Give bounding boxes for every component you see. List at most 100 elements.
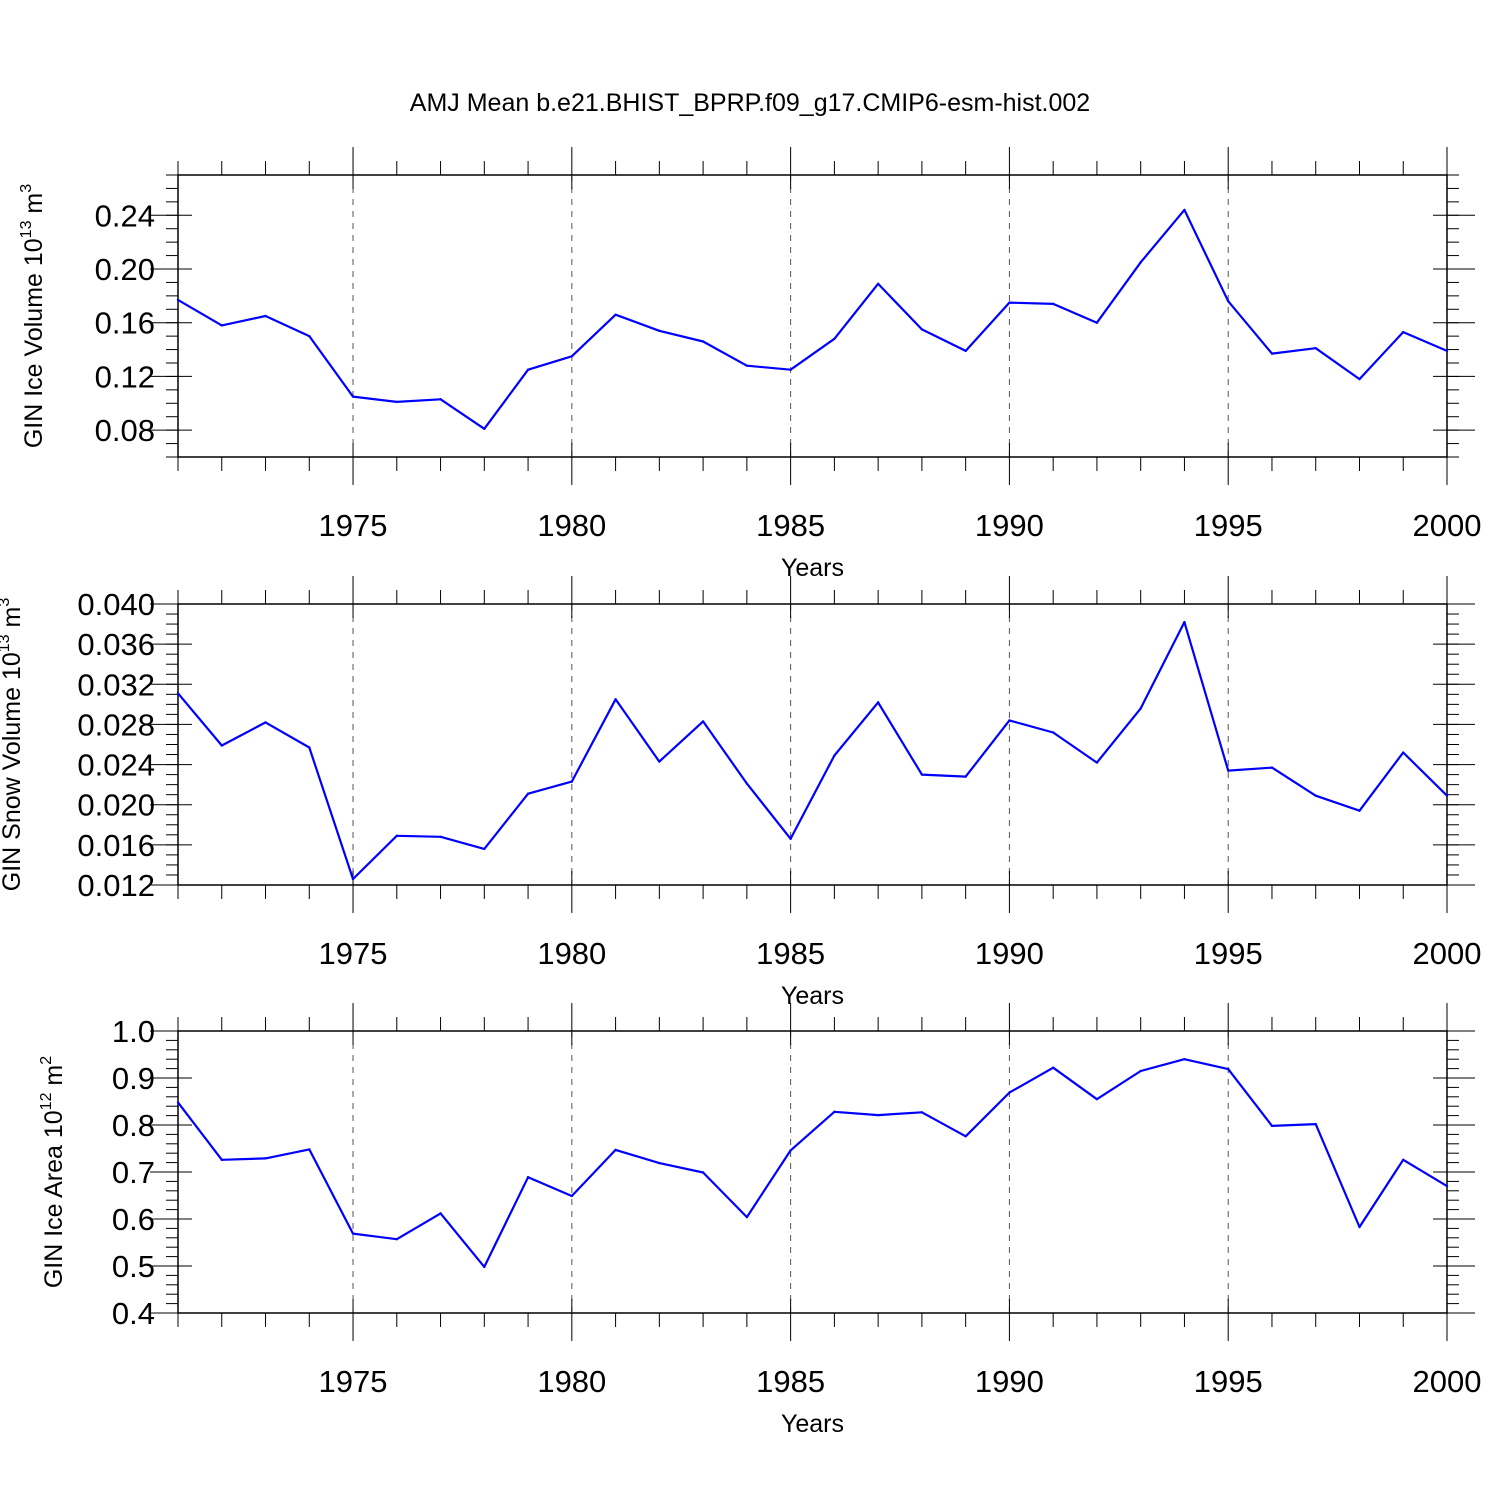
x-tick-label: 1985 [756,1364,825,1399]
panel-2: 0.012 0.016 0.020 0.024 0.028 0.032 0.036 0.040… [0,576,1481,1010]
data-point [789,1149,792,1152]
x-tick-label: 1985 [756,508,825,543]
panels-group: 0.08 0.12 0.16 0.20 0.24 1975 1980 1985 1990 1995… [0,147,1481,1438]
data-point [395,834,398,838]
y-tick-label: 0.08 [95,413,155,448]
x-tick-label: 1975 [319,936,388,971]
data-point [964,349,967,353]
x-tick-label: 1975 [319,1364,388,1399]
data-point [614,1148,617,1152]
data-point [920,1111,924,1114]
plot-frame [177,603,1448,886]
data-point [308,334,311,338]
data-point [1227,769,1230,772]
data-point [439,398,442,401]
x-axis-label: Years [781,982,844,1010]
data-point [220,1158,223,1161]
plot-frame [177,174,1448,458]
data-point [1095,761,1099,764]
x-tick-label: 1975 [319,508,388,543]
data-point [745,1215,749,1219]
x-tick-label: 1995 [1194,936,1263,971]
data-point [176,692,180,695]
y-tick-label: 0.16 [95,306,155,341]
data-point [264,1157,267,1160]
data-point [220,324,223,327]
data-point [920,773,924,776]
y-axis-label-exponent: 12 [38,1092,55,1110]
data-point [1139,1069,1142,1073]
data-point [1358,809,1361,812]
data-point [1008,719,1011,722]
data-point [701,720,705,723]
series-line [177,208,1448,430]
y-axis-label-unit-exponent: 3 [18,184,35,193]
data-point [351,877,355,881]
data-point [1270,766,1274,769]
x-tick-label: 2000 [1413,508,1482,543]
data-point [1314,347,1317,350]
data-point [1270,1124,1274,1128]
data-point [964,775,967,778]
data-point [570,355,574,358]
data-point [658,760,661,763]
data-point [1051,1066,1055,1069]
y-axis-label-text: GIN Snow Volume 10 [0,652,26,891]
y-tick-label: 0.024 [77,748,155,783]
data-point [308,746,311,749]
x-tick-label: 1980 [537,936,606,971]
data-point [1445,1184,1449,1188]
y-tick-label: 0.7 [112,1155,155,1190]
data-point [833,754,836,757]
y-axis-label-exponent: 13 [0,634,13,652]
data-point [1270,352,1274,355]
y-axis-label: GIN Ice Area 1012 m2 [38,1056,68,1288]
data-point [1051,302,1055,306]
y-tick-label: 1.0 [112,1014,155,1049]
x-tick-label: 1995 [1194,1364,1263,1399]
data-point [395,1238,398,1241]
panel-3: 0.4 0.5 0.6 0.7 0.8 0.9 1.0 1975 1980 1985 1990 199… [38,1003,1481,1438]
series-line [177,1058,1448,1269]
y-tick-label: 0.24 [95,198,155,233]
y-tick-label: 0.4 [112,1296,155,1331]
data-point [351,395,355,398]
x-tick-label: 1980 [537,1364,606,1399]
data-point [395,400,398,404]
data-point [570,1194,574,1198]
data-point [1183,208,1186,212]
data-point [264,314,267,318]
data-point [526,1175,530,1179]
data-point [876,282,880,285]
x-tick-label: 1980 [537,508,606,543]
data-point [1314,794,1317,797]
y-tick-label: 0.036 [77,627,155,662]
data-point [1402,330,1405,334]
x-tick-label: 1990 [975,508,1044,543]
y-tick-label: 0.032 [77,667,155,702]
x-tick-label: 1990 [975,1364,1044,1399]
x-tick-label: 2000 [1413,1364,1482,1399]
y-tick-label: 0.8 [112,1108,155,1143]
y-axis-label-exponent: 13 [18,220,35,238]
y-tick-label: 0.012 [77,868,155,903]
panel-1: 0.08 0.12 0.16 0.20 0.24 1975 1980 1985 1990 1995… [18,147,1481,582]
x-axis-label: Years [781,554,844,582]
data-point [439,835,442,839]
y-tick-label: 0.016 [77,828,155,863]
data-point [264,721,267,724]
y-tick-label: 0.9 [112,1061,155,1096]
data-point [789,368,792,371]
data-point [701,340,705,343]
data-point [1139,707,1142,710]
series-line [177,620,1448,881]
x-tick-label: 2000 [1413,936,1482,971]
data-point [220,744,223,747]
data-point [745,782,749,785]
data-point [876,1113,880,1117]
data-point [526,792,530,795]
y-axis-label: GIN Snow Volume 1013 m3 [0,598,26,892]
data-point [614,698,617,701]
data-point [1008,1091,1011,1094]
